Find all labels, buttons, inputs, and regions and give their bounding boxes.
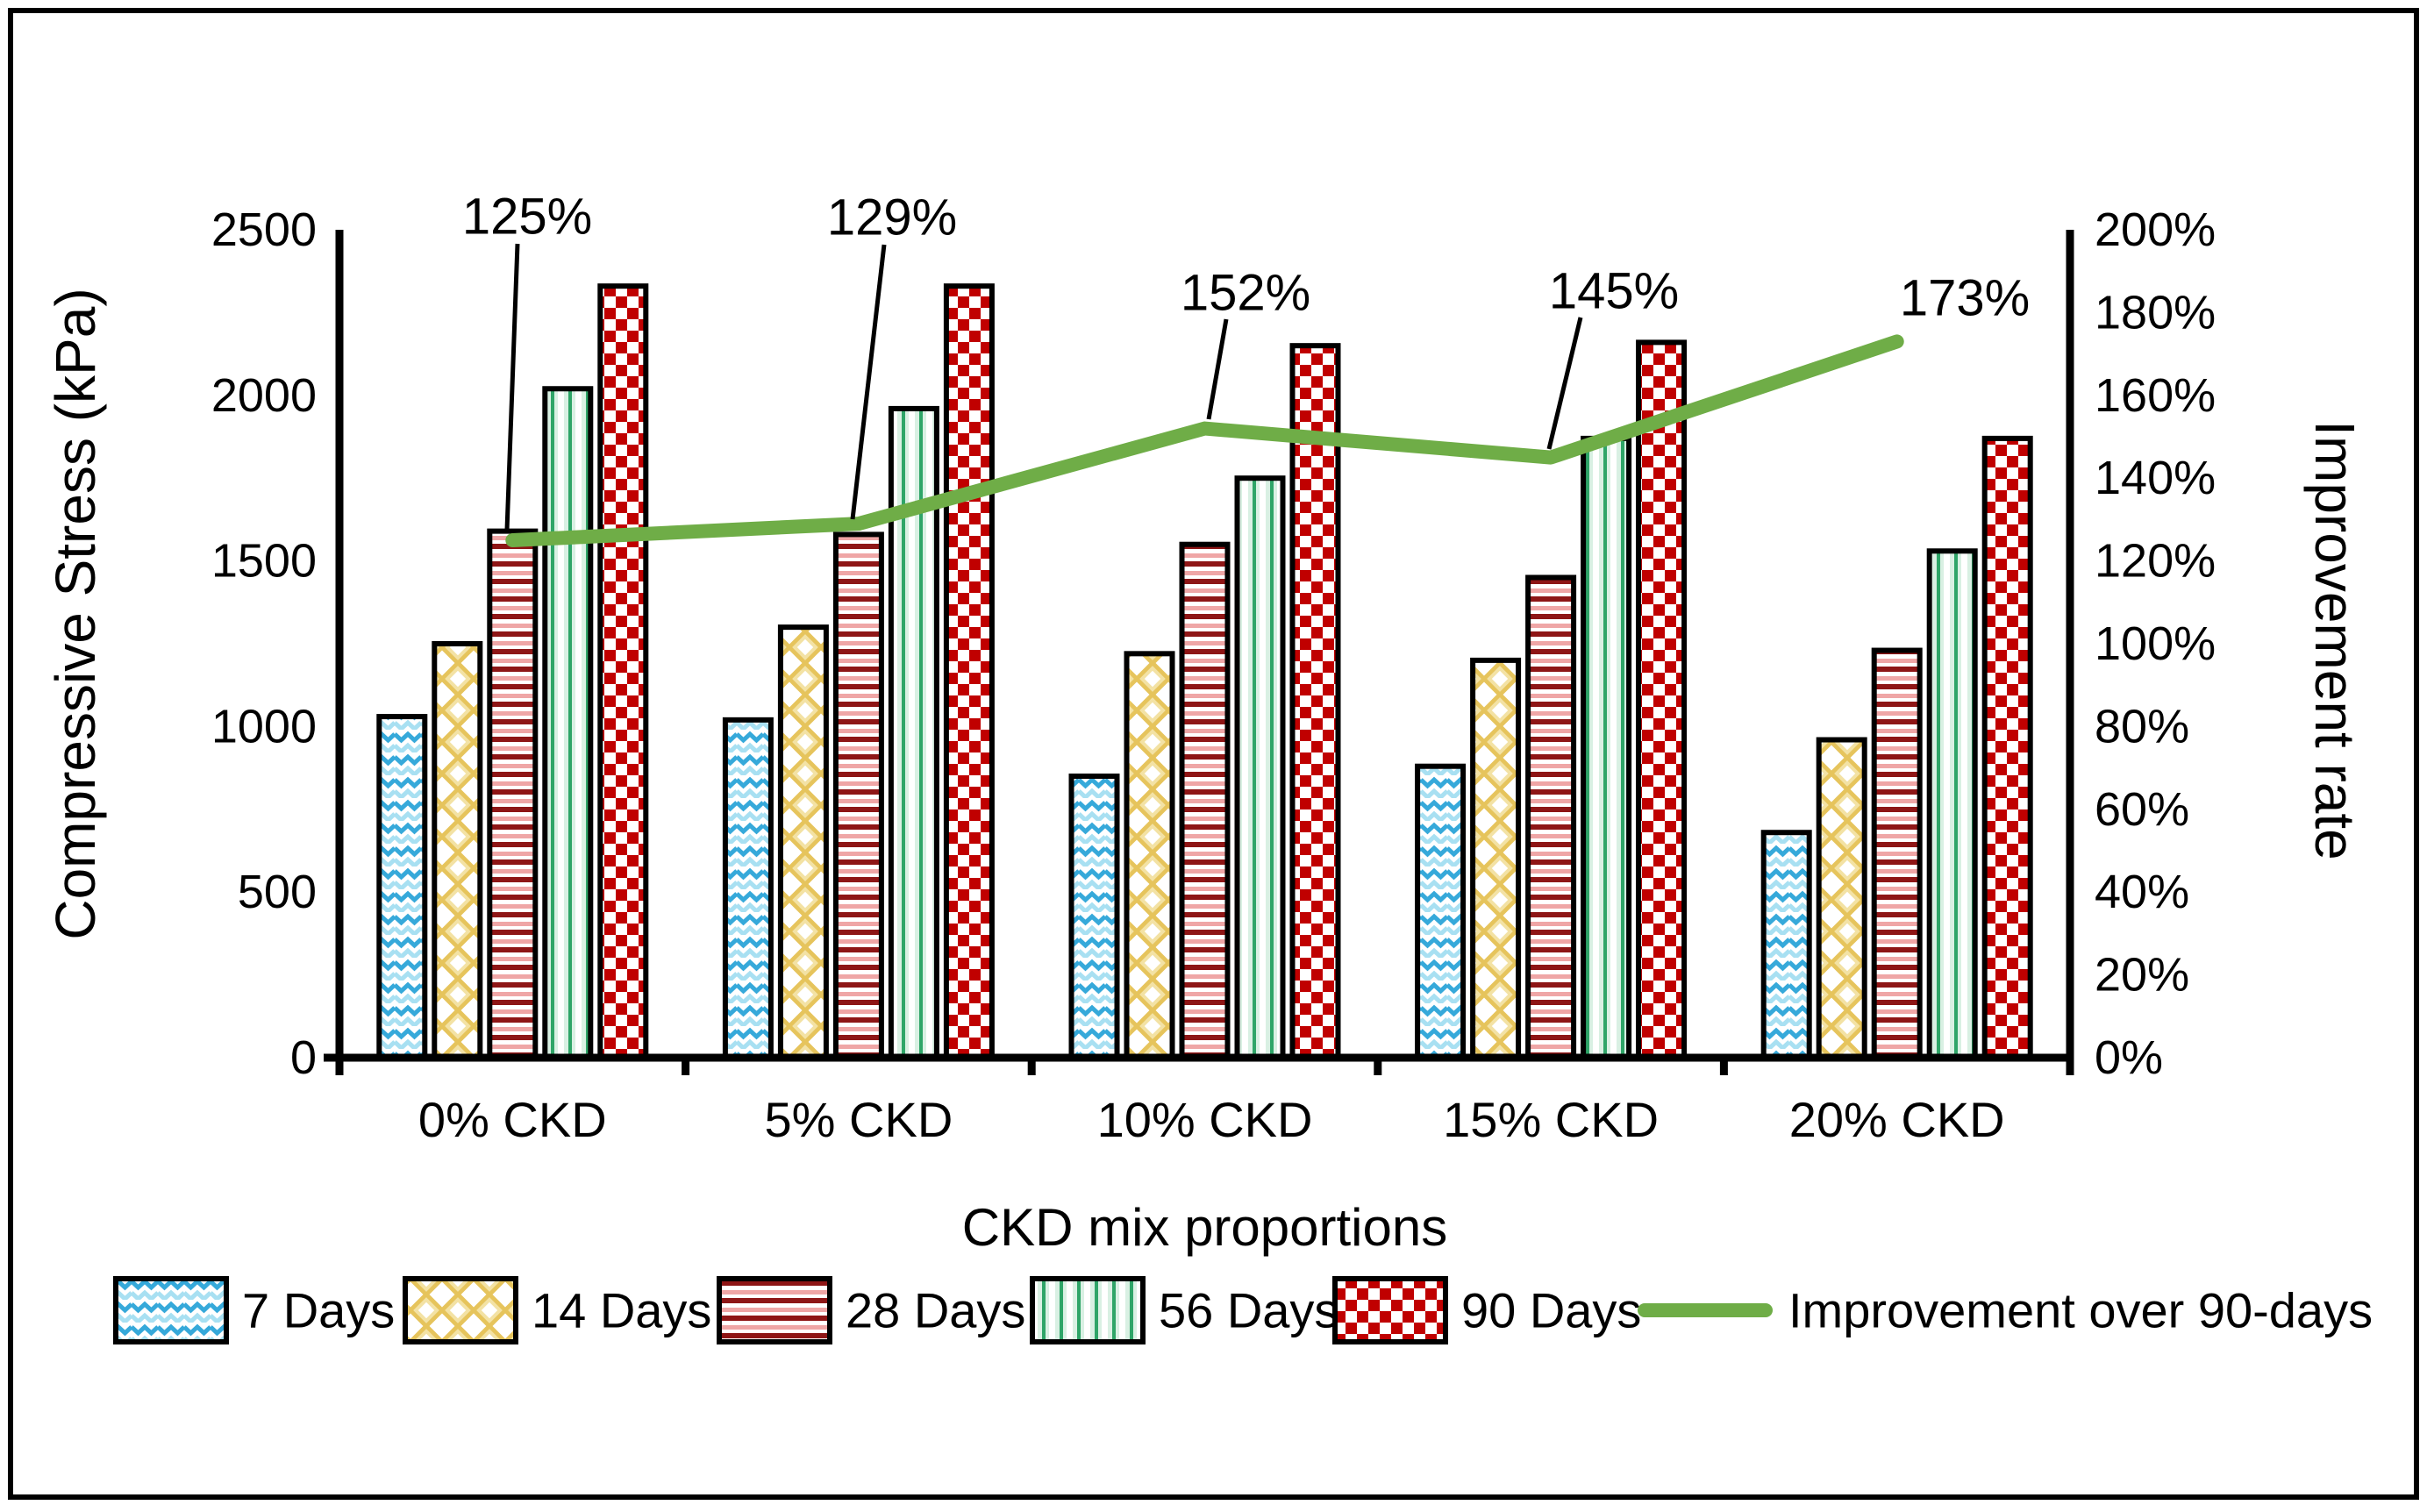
- legend-item-56-days: 56 Days: [1030, 1276, 1338, 1344]
- x-category-label: 5% CKD: [765, 1092, 953, 1147]
- bar-7days-20pct-ckd: [1760, 830, 1812, 1060]
- bar-7days-0pct-ckd: [376, 714, 428, 1061]
- improvement-annotation: 173%: [1900, 270, 2030, 327]
- right-axis-tick-label: 0%: [2095, 1031, 2163, 1084]
- legend-swatch-hstripe-red: [717, 1276, 832, 1344]
- bar-56days-10pct-ckd: [1234, 475, 1286, 1060]
- right-axis-tick-label: 200%: [2095, 203, 2216, 256]
- legend-swatch-vstripe-green: [1030, 1276, 1146, 1344]
- bar-28days-10pct-ckd: [1179, 541, 1231, 1060]
- left-axis-tick-label: 0: [290, 1031, 317, 1084]
- bar-28days-20pct-ckd: [1871, 647, 1923, 1060]
- right-axis-tick-label: 120%: [2095, 535, 2216, 588]
- annotation-leader-line: [1206, 318, 1229, 420]
- right-axis-tick-label: 140%: [2095, 452, 2216, 504]
- bar-28days-5pct-ckd: [832, 531, 884, 1060]
- bar-14days-20pct-ckd: [1816, 737, 1867, 1061]
- legend-item-90-days: 90 Days: [1332, 1276, 1641, 1344]
- legend-swatch-checker-red: [1332, 1276, 1448, 1344]
- right-axis-title: Improvement rate: [2303, 420, 2366, 860]
- bar-7days-5pct-ckd: [722, 717, 774, 1061]
- legend-item-7-days: 7 Days: [113, 1276, 395, 1344]
- legend-label: Improvement over 90-days: [1788, 1283, 2373, 1338]
- bar-56days-0pct-ckd: [542, 386, 594, 1060]
- annotation-leader-line: [1546, 317, 1583, 450]
- bar-56days-15pct-ckd: [1581, 435, 1632, 1060]
- legend-item-improvement-over-90-days: Improvement over 90-days: [1638, 1283, 2373, 1338]
- bar-90days-10pct-ckd: [1289, 343, 1341, 1061]
- right-axis-tick-label: 160%: [2095, 369, 2216, 422]
- legend-label: 14 Days: [532, 1283, 711, 1338]
- legend-swatch-lattice-gold: [403, 1276, 518, 1344]
- left-axis-tick-label: 2500: [211, 203, 317, 256]
- x-axis-title: CKD mix proportions: [962, 1198, 1448, 1257]
- improvement-annotation: 129%: [827, 189, 957, 246]
- bar-90days-15pct-ckd: [1636, 339, 1688, 1061]
- annotation-leader-line: [850, 244, 887, 520]
- legend-item-14-days: 14 Days: [403, 1276, 711, 1344]
- x-category-label: 10% CKD: [1097, 1092, 1313, 1147]
- legend-swatch-wave-blue: [113, 1276, 229, 1344]
- x-category-label: 0% CKD: [418, 1092, 607, 1147]
- x-category-label: 15% CKD: [1443, 1092, 1659, 1147]
- bar-90days-0pct-ckd: [597, 283, 649, 1060]
- legend-line-swatch: [1638, 1303, 1773, 1317]
- improvement-annotation: 125%: [462, 189, 592, 246]
- bar-groups: [376, 283, 2033, 1061]
- left-axis-title: Compressive Stress (kPa): [44, 288, 107, 939]
- bar-56days-20pct-ckd: [1926, 548, 1978, 1060]
- axes: [324, 230, 2074, 1075]
- bar-7days-10pct-ckd: [1068, 774, 1120, 1060]
- improvement-annotation: 152%: [1181, 265, 1310, 322]
- x-category-label: 20% CKD: [1789, 1092, 2005, 1147]
- bar-90days-5pct-ckd: [943, 283, 995, 1060]
- right-axis-tick-label: 60%: [2095, 783, 2189, 836]
- annotation-leader-line: [504, 243, 520, 531]
- right-axis-tick-label: 40%: [2095, 866, 2189, 918]
- right-axis-tick-label: 100%: [2095, 617, 2216, 670]
- bar-90days-20pct-ckd: [1981, 435, 2033, 1060]
- legend-label: 28 Days: [846, 1283, 1025, 1338]
- bar-14days-15pct-ckd: [1470, 657, 1522, 1060]
- figure-border: [8, 8, 2419, 1500]
- right-axis-tick-label: 180%: [2095, 286, 2216, 339]
- bar-28days-0pct-ckd: [487, 528, 539, 1060]
- right-axis-tick-label: 80%: [2095, 700, 2189, 752]
- legend-item-28-days: 28 Days: [717, 1276, 1025, 1344]
- left-axis-tick-label: 1000: [211, 700, 317, 752]
- legend-label: 56 Days: [1159, 1283, 1338, 1338]
- bar-14days-10pct-ckd: [1124, 651, 1175, 1060]
- left-axis-tick-label: 2000: [211, 369, 317, 422]
- legend-label: 90 Days: [1461, 1283, 1641, 1338]
- left-axis-tick-label: 1500: [211, 535, 317, 588]
- improvement-line: [505, 334, 1904, 547]
- right-axis-tick-label: 20%: [2095, 949, 2189, 1002]
- bar-7days-15pct-ckd: [1415, 763, 1467, 1060]
- bar-14days-5pct-ckd: [777, 624, 829, 1060]
- bar-14days-0pct-ckd: [432, 641, 483, 1060]
- improvement-annotation: 145%: [1549, 263, 1679, 320]
- left-axis-tick-label: 500: [238, 866, 317, 918]
- legend: 7 Days 14 Days 28 Days 56 Days 90 Days Improv…: [113, 1276, 2373, 1344]
- legend-label: 7 Days: [242, 1283, 395, 1338]
- bar-28days-15pct-ckd: [1525, 574, 1577, 1060]
